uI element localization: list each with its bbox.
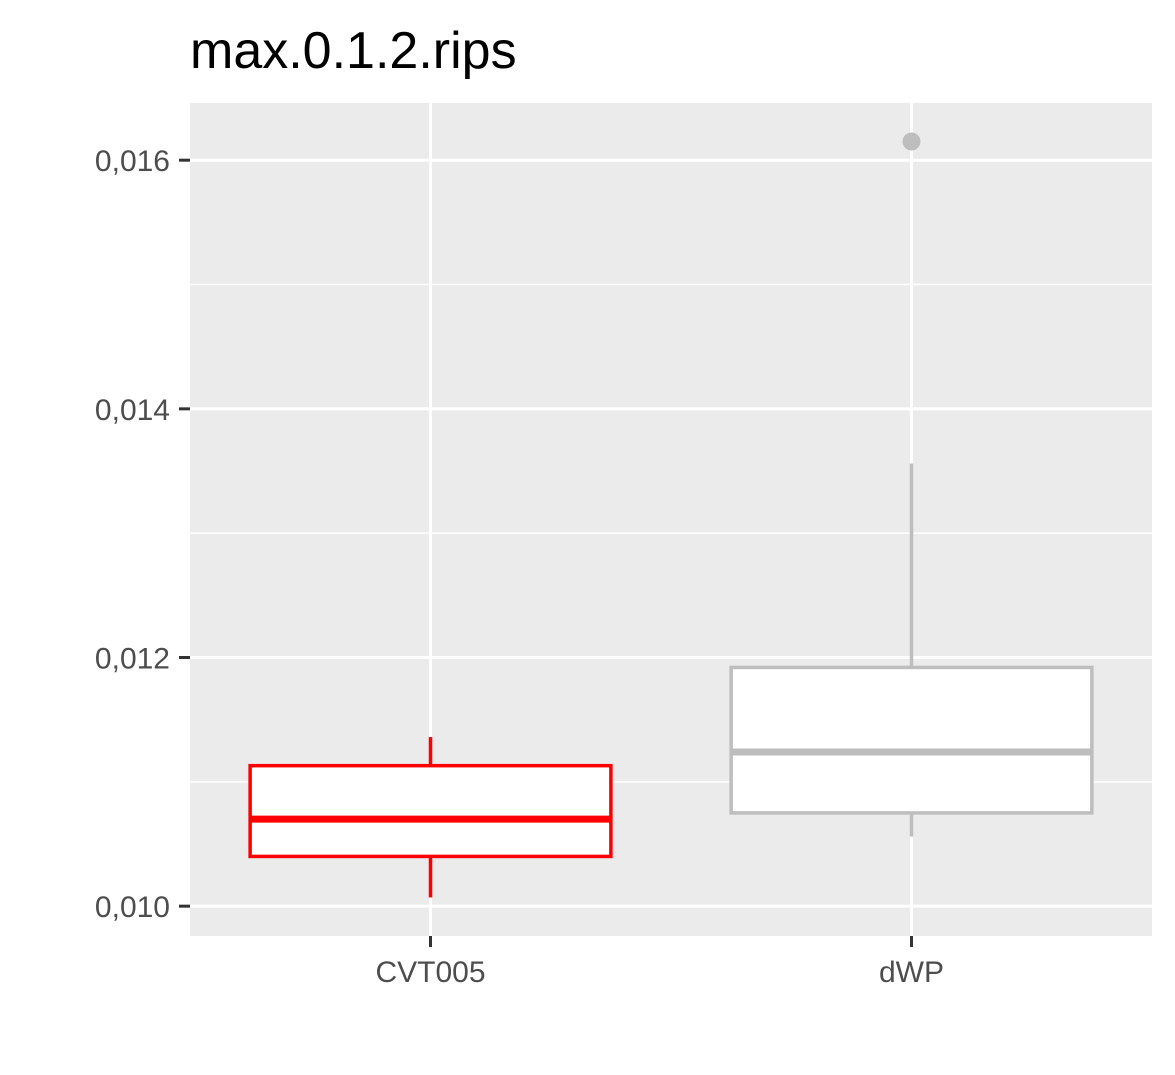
x-tick-label: dWP	[879, 956, 944, 989]
y-tick-label: 0,010	[95, 891, 170, 924]
box-iqr	[729, 665, 1094, 815]
x-tick-label: CVT005	[375, 956, 485, 989]
y-axis: 0,010 0,012 0,014 0,016	[95, 145, 190, 924]
box-series	[248, 132, 1094, 898]
y-tick-label: 0,016	[95, 145, 170, 178]
x-axis: CVT005 dWP	[375, 936, 944, 989]
box-cvt005	[248, 737, 613, 898]
box-dwp	[729, 132, 1094, 837]
y-tick-label: 0,012	[95, 643, 170, 676]
outlier-point	[902, 132, 921, 151]
y-tick-label: 0,014	[95, 394, 170, 427]
chart-title: max.0.1.2.rips	[190, 22, 517, 80]
box-iqr	[248, 763, 613, 859]
